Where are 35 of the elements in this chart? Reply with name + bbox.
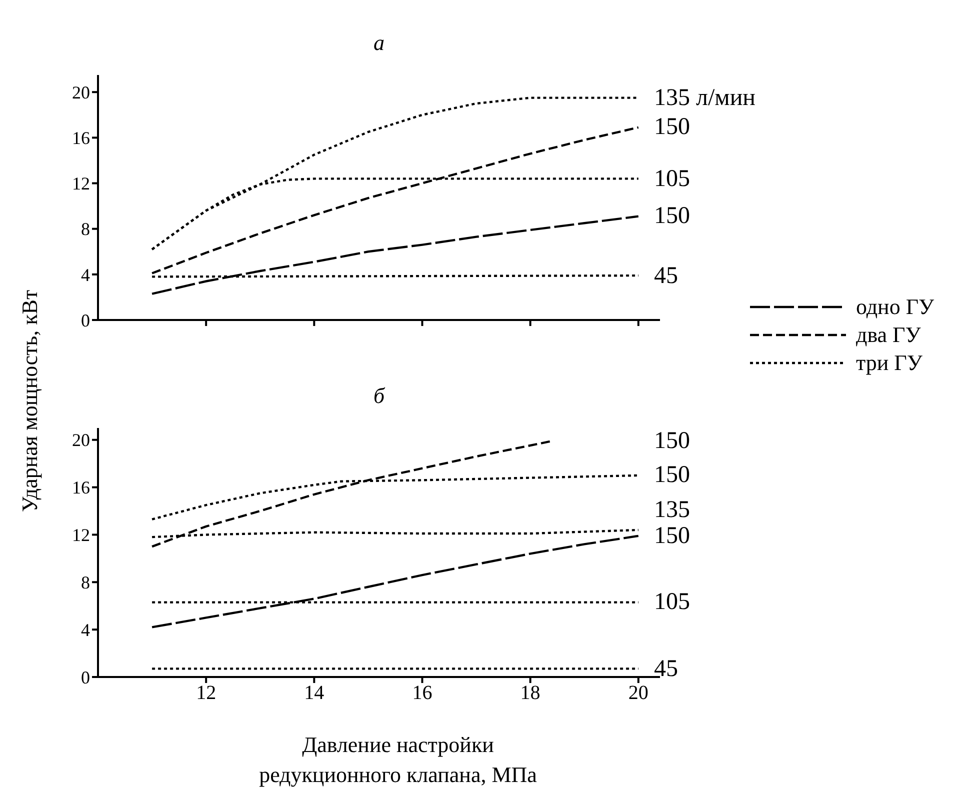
y-tick-label: 0 <box>81 310 90 330</box>
legend-label: два ГУ <box>856 322 921 348</box>
annotation: 150 <box>654 522 690 550</box>
annotation: 45 <box>654 654 678 683</box>
chart-title: а <box>372 30 386 56</box>
annotation: 150 <box>654 113 690 142</box>
y-tick-label: 8 <box>81 219 90 240</box>
annotation: 135 л/мин <box>654 84 756 112</box>
x-tick-label: 18 <box>520 682 540 704</box>
y-tick-label: 4 <box>81 264 90 285</box>
y-tick-label: 16 <box>72 478 90 498</box>
x-tick-label: 20 <box>628 682 648 704</box>
annotation: 135 <box>654 496 690 524</box>
annotation: 150 <box>654 427 690 456</box>
legend-label: одно ГУ <box>856 294 934 320</box>
y-tick-label: 16 <box>72 128 90 148</box>
y-tick-label: 12 <box>72 174 90 194</box>
y-tick-label: 20 <box>72 82 90 102</box>
y-tick-label: 8 <box>81 572 90 593</box>
x-axis-title: Давление настройки редукционного клапана, МПа <box>258 731 538 789</box>
y-axis-title: Ударная мощность, кВт <box>17 288 43 514</box>
annotation: 150 <box>654 202 690 230</box>
annotation: 105 <box>654 588 690 616</box>
y-tick-label: 12 <box>72 525 90 546</box>
y-tick-label: 0 <box>81 667 90 688</box>
x-tick-label: 16 <box>412 682 432 704</box>
annotation: 105 <box>654 164 690 193</box>
y-tick-label: 20 <box>72 430 90 450</box>
x-tick-label: 12 <box>196 682 216 704</box>
y-tick-label: 4 <box>81 620 90 640</box>
x-tick-label: 14 <box>304 682 324 704</box>
chart-title: б <box>372 383 386 409</box>
annotation: 45 <box>654 262 678 290</box>
annotation: 150 <box>654 461 690 490</box>
legend-label: три ГУ <box>856 350 922 376</box>
